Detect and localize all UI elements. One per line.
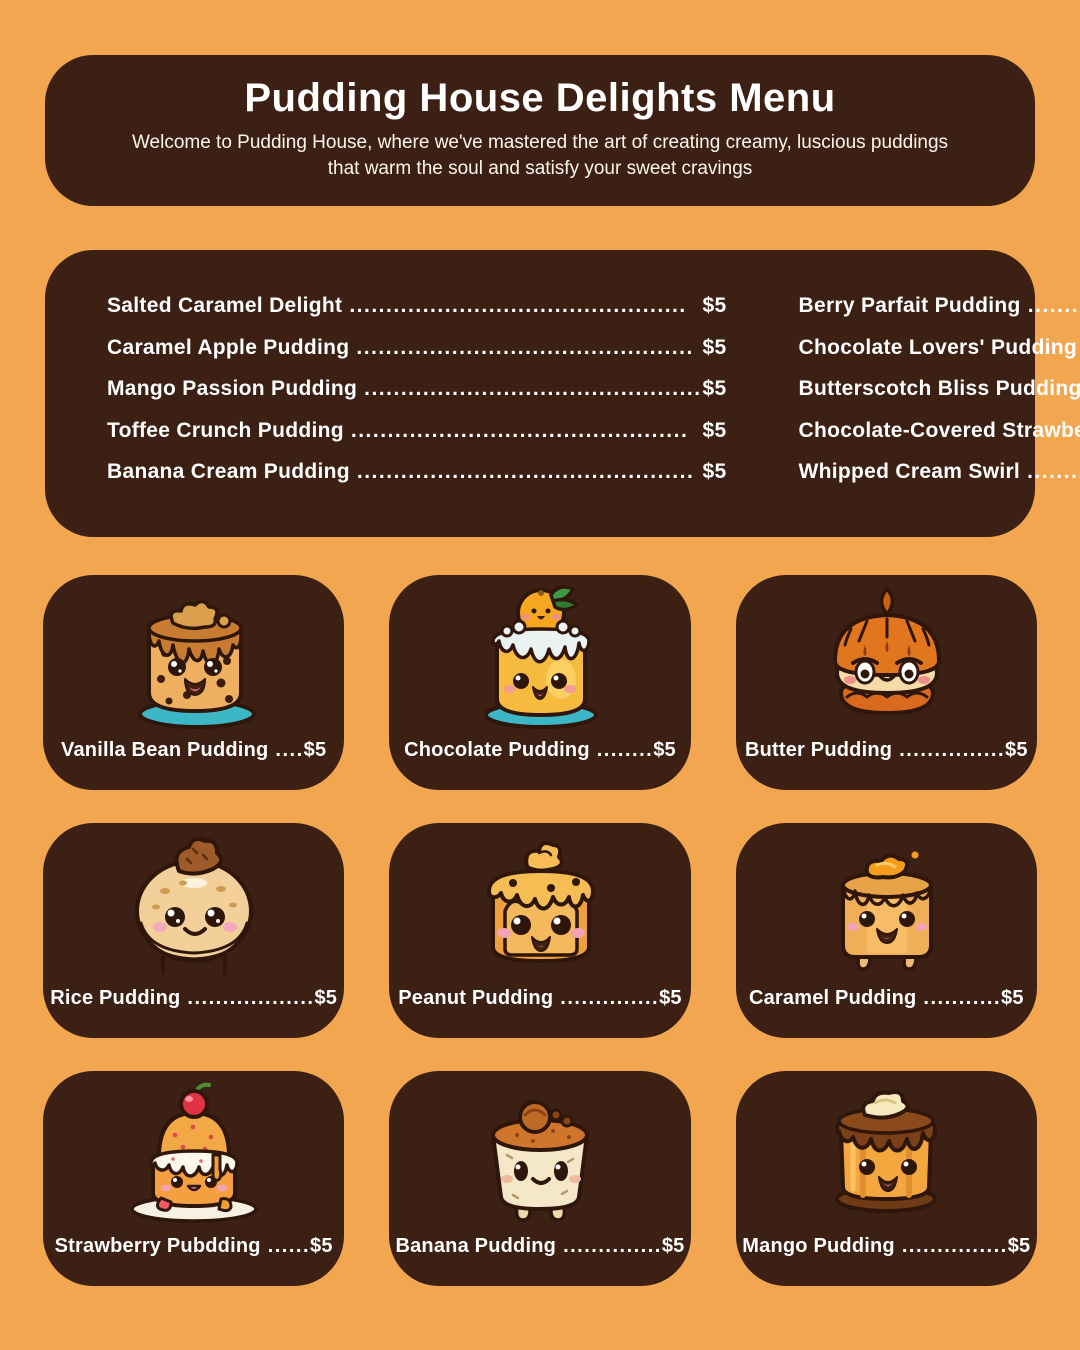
- card-item-name: Peanut Pudding: [398, 987, 554, 1009]
- card-item-name: Strawberry Pubdding: [54, 1235, 261, 1257]
- card-chocolate-pudding: Chocolate Pudding ........$5: [389, 575, 691, 790]
- card-item-name: Banana Pudding: [395, 1235, 557, 1257]
- rice-pudding-illustration: [109, 831, 279, 981]
- card-item-price: $5: [1005, 739, 1028, 761]
- peanut-pudding-illustration: [455, 831, 625, 981]
- menu-item-dots: ........................................…: [1027, 460, 1080, 483]
- card-label: Chocolate Pudding ........$5: [389, 739, 690, 762]
- pudding-card-grid: Vanilla Bean Pudding ....$5: [43, 575, 1037, 1286]
- price-list-panel: Salted Caramel Delight..................…: [45, 250, 1080, 537]
- card-item-dots: ..................: [187, 987, 315, 1009]
- card-strawberry-pudding: Strawberry Pubdding ......$5: [43, 1071, 345, 1286]
- menu-item-dots: ........................................…: [356, 335, 694, 359]
- menu-item-dots: ........................................…: [1027, 294, 1080, 317]
- menu-item-salted-caramel-delight: Salted Caramel Delight..................…: [107, 294, 727, 336]
- card-item-dots: ..............: [560, 987, 660, 1009]
- menu-item-name: Banana Cream Pudding: [107, 460, 350, 483]
- card-item-dots: ........: [596, 739, 654, 761]
- page-subtitle: Welcome to Pudding House, where we've ma…: [131, 132, 949, 180]
- menu-item-dots: ........................................…: [349, 294, 687, 317]
- card-butter-pudding: Butter Pudding ...............$5: [735, 575, 1037, 790]
- menu-item-price: $5: [702, 418, 727, 442]
- card-item-name: Vanilla Bean Pudding: [61, 739, 269, 761]
- menu-item-name: Chocolate-Covered Strawberry: [798, 418, 1080, 442]
- card-mango-pudding: Mango Pudding ...............$5: [735, 1071, 1037, 1286]
- card-label: Caramel Pudding ...........$5: [736, 987, 1037, 1010]
- menu-item-name: Toffee Crunch Pudding: [107, 418, 344, 442]
- menu-item-toffee-crunch-pudding: Toffee Crunch Pudding...................…: [107, 419, 727, 461]
- card-item-name: Butter Pudding: [744, 739, 893, 761]
- card-item-dots: ......: [267, 1235, 311, 1257]
- menu-item-name: Salted Caramel Delight: [107, 294, 343, 317]
- card-item-price: $5: [1001, 987, 1024, 1009]
- card-item-price: $5: [653, 739, 676, 761]
- card-item-dots: ...............: [901, 1235, 1008, 1257]
- menu-item-caramel-apple-pudding: Caramel Apple Pudding...................…: [107, 336, 727, 378]
- caramel-pudding-illustration: [801, 831, 971, 981]
- menu-item-price: $5: [702, 335, 727, 359]
- menu-item-whipped-cream-swirl: Whipped Cream Swirl.....................…: [799, 460, 1080, 502]
- card-label: Banana Pudding ..............$5: [389, 1235, 690, 1258]
- card-banana-pudding: Banana Pudding ..............$5: [389, 1071, 691, 1286]
- card-caramel-pudding: Caramel Pudding ...........$5: [735, 823, 1037, 1038]
- card-label: Strawberry Pubdding ......$5: [43, 1235, 344, 1258]
- card-item-name: Rice Pudding: [50, 987, 181, 1009]
- card-item-dots: ...............: [899, 739, 1006, 761]
- card-item-name: Caramel Pudding: [748, 987, 917, 1009]
- header-panel: Pudding House Delights Menu Welcome to P…: [45, 55, 1035, 206]
- card-label: Peanut Pudding ..............$5: [389, 987, 690, 1010]
- menu-item-name: Whipped Cream Swirl: [798, 460, 1021, 483]
- strawberry-pudding-illustration: [109, 1079, 279, 1229]
- card-item-dots: ....: [275, 739, 304, 761]
- menu-item-price: $5: [702, 460, 727, 483]
- card-label: Vanilla Bean Pudding ....$5: [43, 739, 344, 762]
- card-label: Mango Pudding ...............$5: [736, 1235, 1037, 1258]
- card-item-price: $5: [314, 987, 338, 1009]
- menu-item-name: Berry Parfait Pudding: [798, 294, 1021, 317]
- card-rice-pudding: Rice Pudding ..................$5: [43, 823, 345, 1038]
- menu-item-berry-parfait-pudding: Berry Parfait Pudding...................…: [799, 294, 1080, 336]
- menu-item-price: $5: [702, 377, 727, 400]
- card-label: Rice Pudding ..................$5: [43, 987, 344, 1010]
- menu-item-price: $5: [702, 294, 727, 317]
- card-item-name: Mango Pudding: [742, 1235, 895, 1257]
- card-item-dots: ..............: [563, 1235, 662, 1257]
- card-vanilla-bean-pudding: Vanilla Bean Pudding ....$5: [43, 575, 345, 790]
- vanilla-bean-pudding-illustration: [109, 583, 279, 733]
- menu-item-name: Caramel Apple Pudding: [107, 335, 350, 359]
- card-item-price: $5: [1007, 1235, 1031, 1257]
- menu-item-name: Butterscotch Bliss Pudding: [798, 377, 1080, 400]
- card-item-price: $5: [310, 1235, 333, 1257]
- price-list-left-column: Salted Caramel Delight..................…: [107, 294, 727, 502]
- mango-pudding-illustration: [801, 1079, 971, 1229]
- card-item-dots: ...........: [923, 987, 1002, 1009]
- menu-item-mango-passion-pudding: Mango Passion Pudding...................…: [107, 377, 727, 419]
- menu-item-name: Mango Passion Pudding: [107, 377, 358, 400]
- page-title: Pudding House Delights Menu: [244, 76, 836, 120]
- menu-item-chocolate-lovers-pudding: Chocolate Lovers' Pudding...............…: [799, 336, 1080, 378]
- chocolate-pudding-illustration: [455, 583, 625, 733]
- card-item-price: $5: [661, 1235, 685, 1257]
- menu-item-dots: ........................................…: [364, 377, 702, 400]
- menu-item-dots: ........................................…: [350, 418, 689, 442]
- card-item-price: $5: [303, 739, 327, 761]
- menu-item-banana-cream-pudding: Banana Cream Pudding....................…: [107, 460, 727, 502]
- card-peanut-pudding: Peanut Pudding ..............$5: [389, 823, 691, 1038]
- menu-item-dots: ........................................…: [356, 460, 695, 483]
- menu-item-chocolate-covered-strawberry: Chocolate-Covered Strawberry............…: [799, 419, 1080, 461]
- card-item-name: Chocolate Pudding: [404, 739, 590, 761]
- menu-item-butterscotch-bliss-pudding: Butterscotch Bliss Pudding..............…: [799, 377, 1080, 419]
- price-list-right-column: Berry Parfait Pudding...................…: [799, 294, 1080, 502]
- butter-pudding-illustration: [801, 583, 971, 733]
- menu-item-name: Chocolate Lovers' Pudding: [798, 335, 1078, 359]
- card-item-price: $5: [659, 987, 682, 1009]
- banana-pudding-illustration: [455, 1079, 625, 1229]
- card-label: Butter Pudding ...............$5: [736, 739, 1037, 762]
- price-list-grid: Salted Caramel Delight..................…: [107, 294, 1080, 502]
